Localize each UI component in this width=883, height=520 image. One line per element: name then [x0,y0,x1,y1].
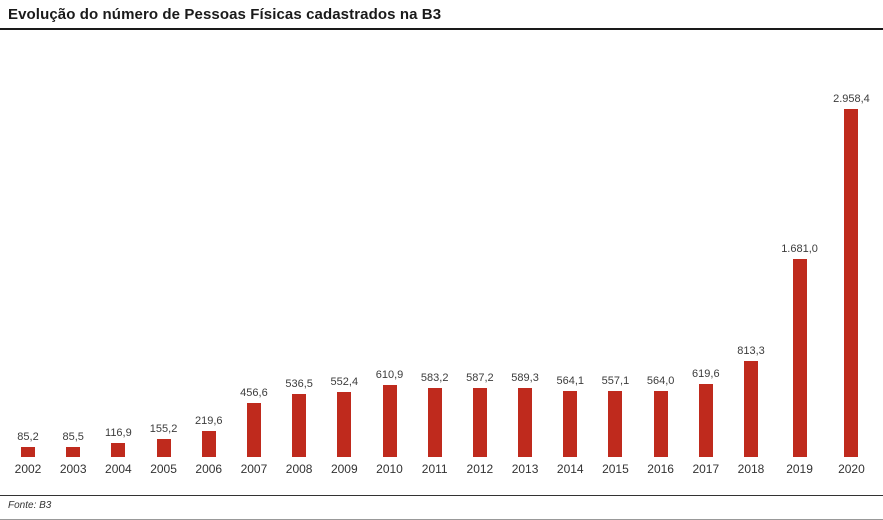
bar-year-label: 2019 [786,462,813,476]
bar-year-label: 2009 [330,462,358,476]
bar [844,109,859,457]
bar [292,394,307,457]
bar-value-label: 557,1 [601,375,630,387]
bar-column: 813,3 2018 [736,345,766,476]
chart-header: Evolução do número de Pessoas Físicas ca… [0,0,883,30]
bar-value-label: 610,9 [375,369,404,381]
bar-value-label: 552,4 [330,376,359,388]
source-note: Fonte: B3 [8,500,52,511]
bar-value-label: 587,2 [466,372,494,384]
bar [156,439,171,457]
bar [518,388,533,457]
bar [427,388,442,457]
bar-column: 155,2 2005 [149,423,179,476]
bar-year-label: 2015 [602,462,629,476]
bar-column: 587,2 2012 [465,372,495,476]
bar-value-label: 583,2 [420,372,449,384]
bar [563,391,578,457]
chart-title: Evolução do número de Pessoas Físicas ca… [8,6,442,23]
bar-value-label: 564,0 [646,375,675,387]
bar-year-label: 2004 [105,462,132,476]
bar-column: 619,6 2017 [691,368,721,476]
bar [201,431,216,457]
bar-column: 557,1 2015 [600,375,630,476]
bar-year-label: 2011 [421,462,448,476]
bar [792,259,807,457]
bar-year-label: 2008 [285,462,313,476]
chart-footer: Fonte: B3 [0,495,883,520]
bar [608,391,623,457]
bar-column: 552,4 2009 [329,376,359,476]
bar-value-label: 116,9 [105,427,132,439]
bar-column: 589,3 2013 [510,372,540,476]
bar-column: 85,5 2003 [58,431,88,476]
bar [111,443,126,457]
bar-column: 564,1 2014 [555,375,585,476]
bar-column: 610,9 2010 [375,369,405,476]
bar-column: 85,2 2002 [13,431,43,476]
bar-column: 456,6 2007 [239,387,269,476]
bar [382,385,397,457]
bar [653,391,668,457]
bar-year-label: 2007 [240,462,268,476]
bar [472,388,487,457]
bar-value-label: 564,1 [556,375,585,387]
bar-year-label: 2010 [376,462,403,476]
bar [744,361,758,457]
bar [337,392,352,457]
bar-year-label: 2017 [692,462,720,476]
bar-column: 564,0 2016 [646,375,676,476]
bar-chart: 85,2 2002 85,5 2003 116,9 2004 155,2 2005 219,6 2… [0,93,883,476]
bar-year-label: 2018 [737,462,765,476]
bar [21,447,35,457]
bar-value-label: 85,5 [62,431,84,443]
bar-column: 2.958,4 2020 [833,93,870,476]
bar-year-label: 2013 [511,462,539,476]
bar-year-label: 2003 [59,462,87,476]
bar-value-label: 619,6 [692,368,720,380]
bar-value-label: 219,6 [194,415,223,427]
bar-value-label: 536,5 [285,378,313,390]
bar [698,384,713,457]
bar-value-label: 589,3 [511,372,539,384]
bar-column: 583,2 2011 [420,372,450,476]
bar-value-label: 813,3 [737,345,765,357]
bar-value-label: 2.958,4 [833,93,870,105]
bar [246,403,261,457]
bar-column: 536,5 2008 [284,378,314,476]
bar-year-label: 2020 [838,462,865,476]
bar-value-label: 155,2 [149,423,178,435]
bar-year-label: 2005 [150,462,177,476]
bar-column: 219,6 2006 [194,415,224,476]
bar [66,447,81,457]
bar-value-label: 85,2 [17,431,39,443]
bar-value-label: 456,6 [240,387,268,399]
bar-year-label: 2006 [195,462,223,476]
bar-column: 116,9 2004 [103,427,133,476]
bar-year-label: 2012 [466,462,494,476]
bar-value-label: 1.681,0 [781,243,818,255]
bar-year-label: 2016 [647,462,674,476]
bar-year-label: 2014 [556,462,584,476]
bar-column: 1.681,0 2019 [781,243,818,476]
bar-year-label: 2002 [14,462,42,476]
